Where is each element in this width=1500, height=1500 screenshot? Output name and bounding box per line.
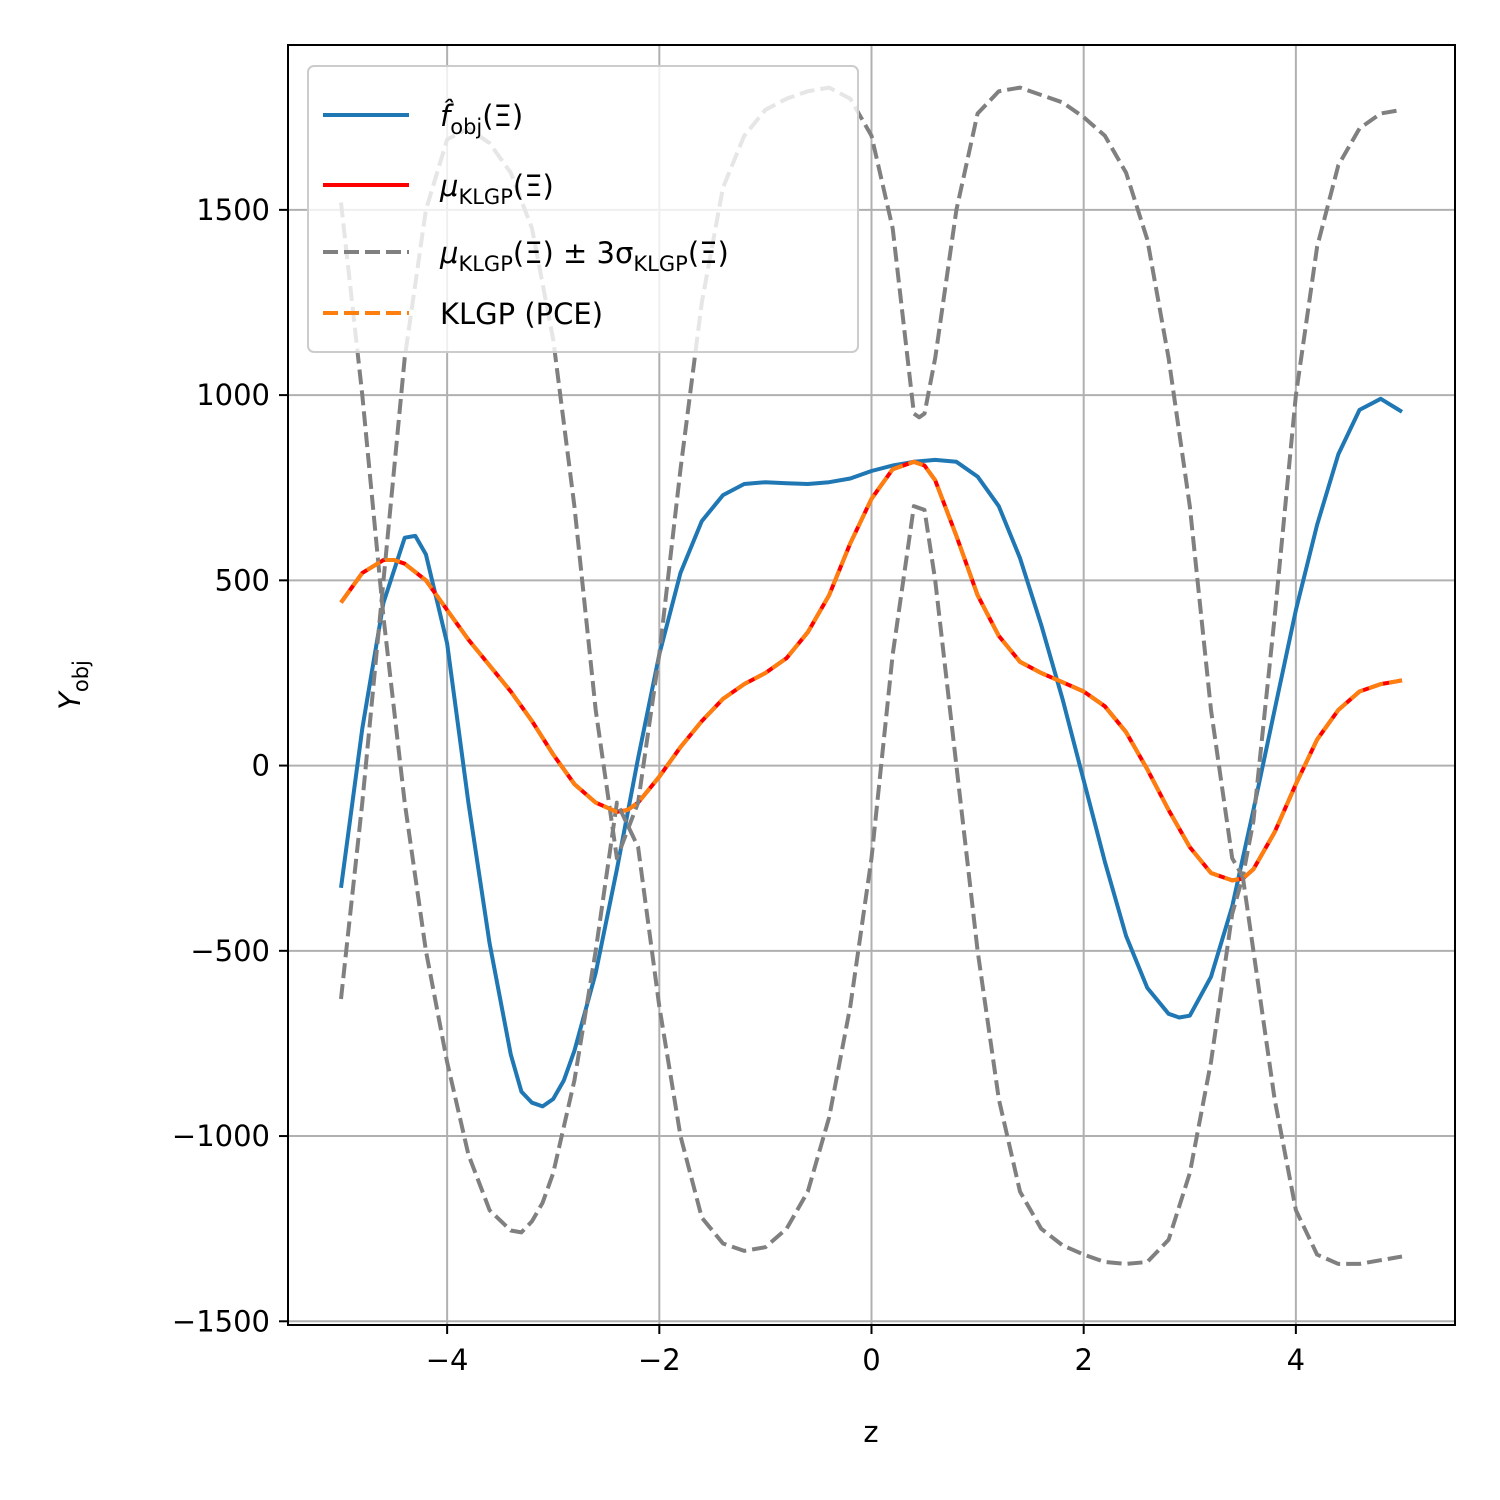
legend: f̂obj(Ξ) μKLGP(Ξ) μKLGP(Ξ) ± 3σKLGP(Ξ) K… xyxy=(307,65,859,353)
y-tick-label: 0 xyxy=(252,749,270,783)
grid xyxy=(288,45,1455,1325)
y-tick-label: 1500 xyxy=(196,193,270,227)
x-tick-label: −4 xyxy=(426,1343,469,1377)
series-line-3 xyxy=(339,202,1403,1266)
x-axis: −4 −2 0 2 4 xyxy=(426,1325,1305,1377)
legend-box xyxy=(307,65,859,353)
y-tick-label: −1000 xyxy=(172,1119,270,1153)
y-axis: −1500 −1000 −500 0 500 1000 1500 xyxy=(172,193,288,1338)
y-tick-label: −1500 xyxy=(172,1304,270,1338)
x-tick-label: 0 xyxy=(862,1343,880,1377)
y-tick-label: 1000 xyxy=(196,378,270,412)
x-axis-label: z xyxy=(863,1415,878,1449)
x-tick-label: 2 xyxy=(1074,1343,1092,1377)
series-layer xyxy=(339,85,1404,1266)
series-line-0 xyxy=(339,396,1404,1109)
y-tick-label: 500 xyxy=(215,563,270,597)
x-tick-label: −2 xyxy=(638,1343,681,1377)
series-line-4 xyxy=(339,459,1403,883)
legend-label-klgp-pce: KLGP (PCE) xyxy=(440,297,603,331)
y-axis-label: Yobj xyxy=(53,660,93,710)
y-tick-label: −500 xyxy=(190,934,270,968)
legend-label-band: μKLGP(Ξ) ± 3σKLGP(Ξ) xyxy=(439,236,729,276)
legend-label-mu-klgp: μKLGP(Ξ) xyxy=(439,169,554,209)
x-tick-label: 4 xyxy=(1287,1343,1305,1377)
